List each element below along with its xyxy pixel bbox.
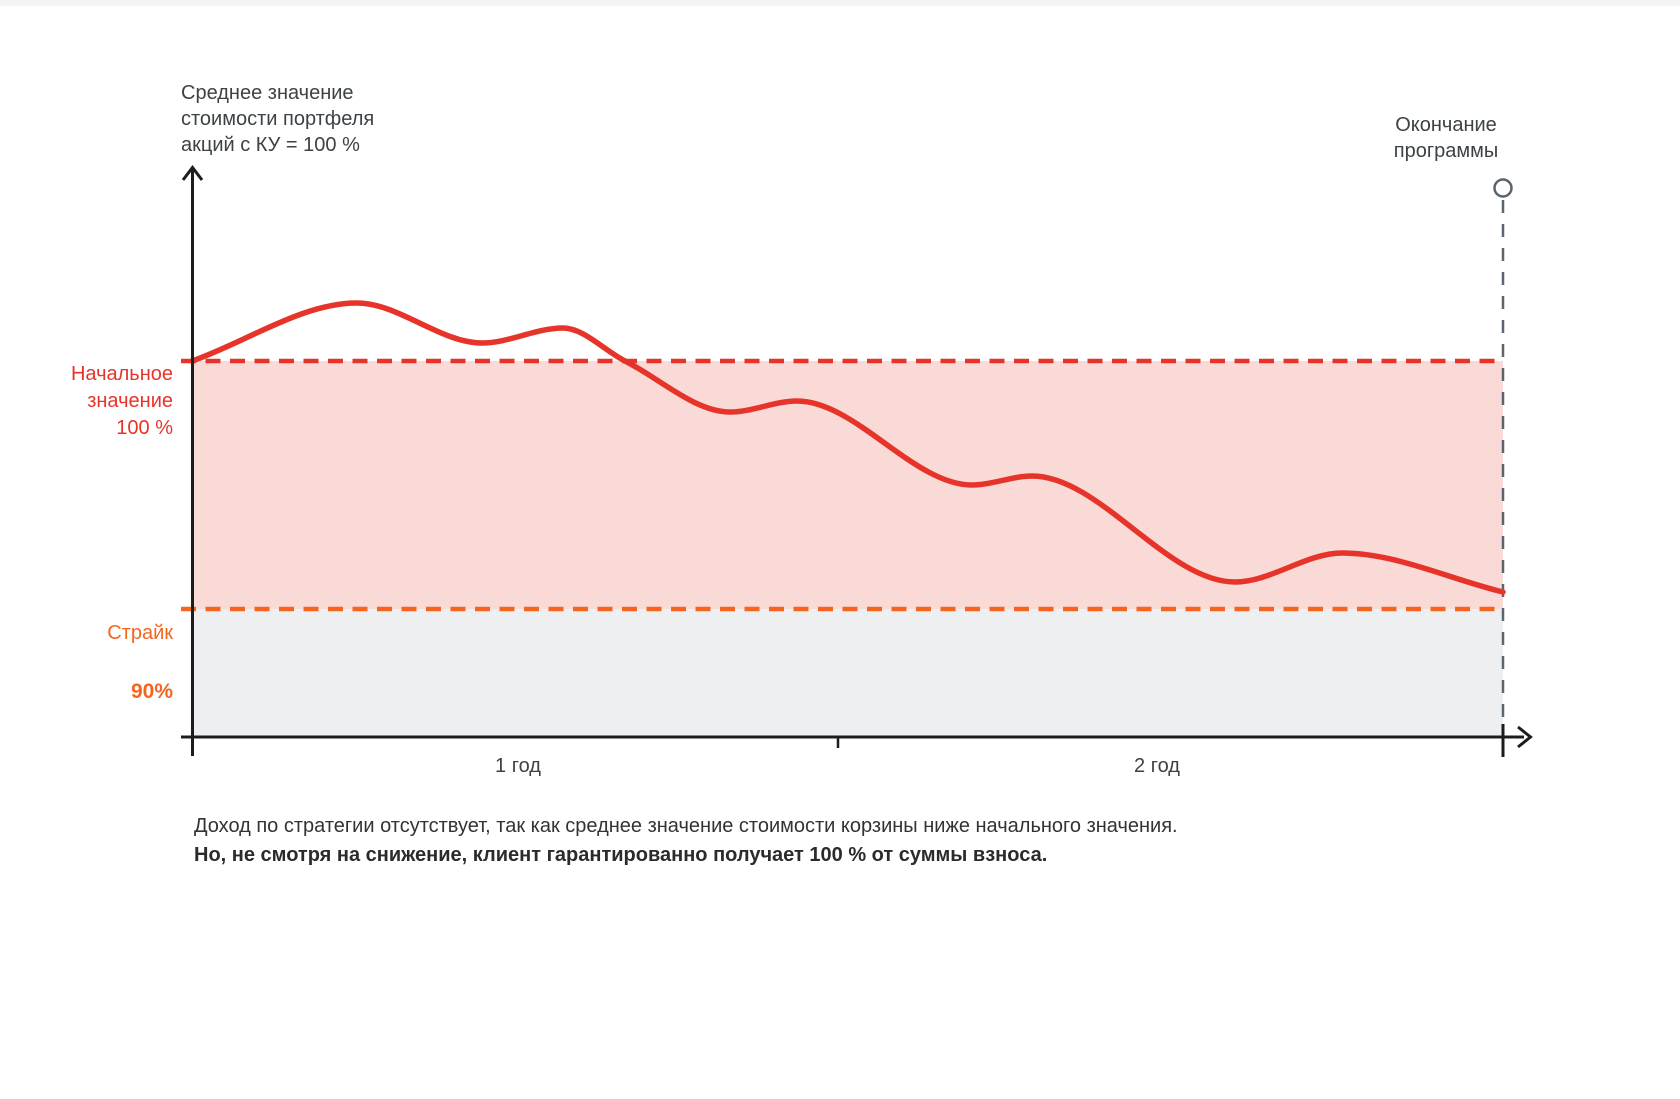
- band-between-initial-and-strike: [193, 361, 1503, 609]
- strike-label: Страйк 90%: [107, 590, 173, 735]
- strike-label-text: Страйк: [107, 622, 173, 644]
- x-tick-label-year1: 1 год: [495, 755, 541, 777]
- y-axis-title: Среднее значение стоимости портфеля акци…: [181, 82, 375, 156]
- footnote-line1: Доход по стратегии отсутствует, так как …: [194, 815, 1178, 837]
- x-tick-label-year2: 2 год: [1134, 755, 1180, 777]
- x-axis-arrow-icon: [1517, 725, 1533, 749]
- portfolio-value-curve: [189, 300, 1506, 595]
- y-axis-arrow-icon: [181, 165, 204, 181]
- strike-value: 90%: [130, 680, 173, 703]
- program-end-marker: [1493, 178, 1513, 198]
- band-below-strike: [193, 609, 1503, 737]
- initial-value-label: Начальное значение 100 %: [70, 363, 173, 439]
- footnote-line2: Но, не смотря на снижение, клиент гарант…: [194, 844, 1048, 866]
- top-strip: [0, 0, 1680, 6]
- program-end-label: Окончание программы: [1393, 114, 1499, 162]
- footnote: Доход по стратегии отсутствует, так как …: [194, 812, 1178, 870]
